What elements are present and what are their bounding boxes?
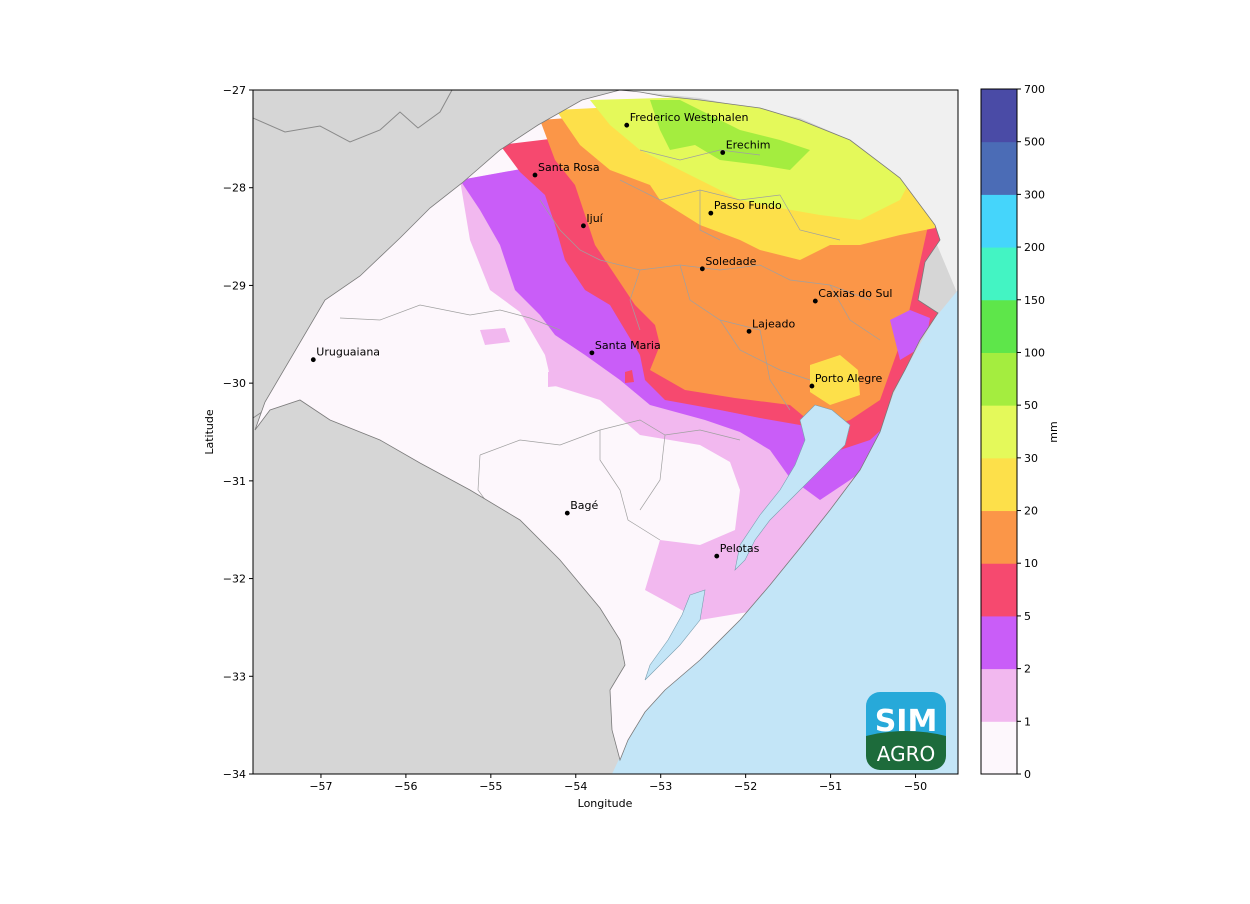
colorbar-segment [981, 247, 1017, 301]
colorbar-tick-label: 300 [1024, 188, 1045, 201]
colorbar-tick-label: 5 [1024, 610, 1031, 623]
colorbar-frame [980, 88, 1018, 775]
precip-patch-porto-alegre [810, 355, 860, 405]
city-dot [812, 298, 818, 304]
logo-bottom-block [866, 731, 946, 770]
colorbar-segment [981, 89, 1017, 143]
colorbar-ticks: 0 1 2 5 10 20 30 50 100 150 200 300 500 700 [1017, 83, 1045, 781]
city-label: Santa Rosa [538, 161, 600, 174]
y-tick-label: −28 [223, 182, 246, 195]
city-label: Passo Fundo [714, 199, 782, 212]
y-tick-label: −32 [223, 573, 246, 586]
colorbar-segment [981, 352, 1017, 406]
colorbar-segment [981, 721, 1017, 775]
x-tick-label: −55 [479, 780, 502, 793]
y-tick-label: −34 [223, 768, 246, 781]
x-tick-label: −56 [394, 780, 417, 793]
map-area [253, 90, 958, 774]
city-label: Porto Alegre [815, 372, 883, 385]
colorbar-segment [981, 615, 1017, 670]
colorbar-tick-label: 10 [1024, 557, 1038, 570]
city-dot [624, 122, 630, 128]
city-dot [720, 150, 726, 155]
x-tick-label: −53 [649, 780, 672, 793]
x-axis-ticks: −57 −56 −55 −54 −53 −52 −51 −50 [309, 774, 927, 793]
y-tick-label: −31 [223, 475, 246, 488]
colorbar-segment [981, 510, 1017, 564]
colorbar-tick-label: 700 [1024, 83, 1045, 96]
city-dot [589, 350, 595, 356]
city-dot [746, 328, 752, 334]
precip-patch-red [625, 370, 634, 383]
city-label: Santa Maria [595, 339, 661, 352]
colorbar-tick-label: 0 [1024, 768, 1031, 781]
precip-class-50-100mm [650, 100, 810, 170]
y-tick-label: −27 [223, 84, 246, 97]
colorbar-segment [981, 194, 1017, 248]
colorbar-segment [981, 405, 1017, 459]
colorbar-segment [981, 299, 1017, 353]
logo-text-sim: SIM [875, 704, 938, 739]
y-tick-label: −29 [223, 279, 246, 292]
colorbar-tick-label: 2 [1024, 663, 1031, 676]
city-label: Soledade [705, 255, 756, 268]
colorbar-tick-label: 100 [1024, 346, 1045, 359]
colorbar-tick-label: 50 [1024, 399, 1038, 412]
lagoa-mirim [644, 589, 706, 681]
x-tick-label: −52 [734, 780, 757, 793]
city-dot [581, 223, 586, 229]
y-tick-label: −30 [223, 377, 246, 390]
city-markers: Frederico Westphalen Erechim Santa Rosa Pas… [310, 111, 892, 559]
city-dot [708, 210, 714, 216]
colorbar-segment [981, 563, 1017, 617]
colorbar-tick-label: 20 [1024, 505, 1038, 518]
colorbar-tick-label: 30 [1024, 452, 1038, 465]
sim-agro-logo: SIM AGRO [866, 692, 946, 770]
precip-patch-west [480, 328, 510, 345]
colorbar-tick-label: 1 [1024, 715, 1031, 728]
city-label: Erechim [726, 139, 771, 152]
city-dot [310, 357, 316, 363]
colorbar-segment [981, 457, 1017, 512]
city-label: Ijuí [586, 212, 603, 225]
x-tick-label: −51 [819, 780, 842, 793]
city-dot [532, 172, 538, 178]
y-tick-label: −33 [223, 670, 246, 683]
y-axis-ticks: −27 −28 −29 −30 −31 −32 −33 −34 [223, 84, 253, 781]
city-dot [714, 553, 720, 559]
colorbar [981, 89, 1017, 775]
city-label: Frederico Westphalen [630, 111, 749, 124]
logo-text-agro: AGRO [877, 742, 935, 766]
city-dot [809, 383, 815, 389]
city-label: Pelotas [720, 542, 760, 555]
lagoa-dos-patos [734, 404, 851, 571]
colorbar-segment [981, 141, 1017, 195]
precip-patch-center [548, 370, 568, 387]
land-north-region [560, 90, 958, 295]
colorbar-tick-label: 150 [1024, 294, 1045, 307]
ocean [612, 290, 958, 774]
axes-frame [252, 89, 959, 775]
city-dot [564, 510, 570, 516]
colorbar-label: mm [1047, 421, 1060, 442]
colorbar-segment [981, 668, 1017, 722]
x-tick-label: −50 [904, 780, 927, 793]
country-border-north [253, 90, 453, 143]
city-label: Lajeado [752, 317, 795, 330]
city-dot [699, 266, 705, 272]
city-label: Bagé [570, 499, 598, 512]
city-label: Caxias do Sul [818, 287, 892, 300]
x-tick-label: −54 [564, 780, 587, 793]
x-axis-label: Longitude [578, 797, 633, 810]
city-label: Uruguaiana [316, 346, 380, 359]
colorbar-tick-label: 500 [1024, 136, 1045, 149]
y-axis-label: Latitude [203, 409, 216, 455]
colorbar-tick-label: 200 [1024, 241, 1045, 254]
logo-top-block [866, 692, 946, 738]
x-tick-label: −57 [309, 780, 332, 793]
